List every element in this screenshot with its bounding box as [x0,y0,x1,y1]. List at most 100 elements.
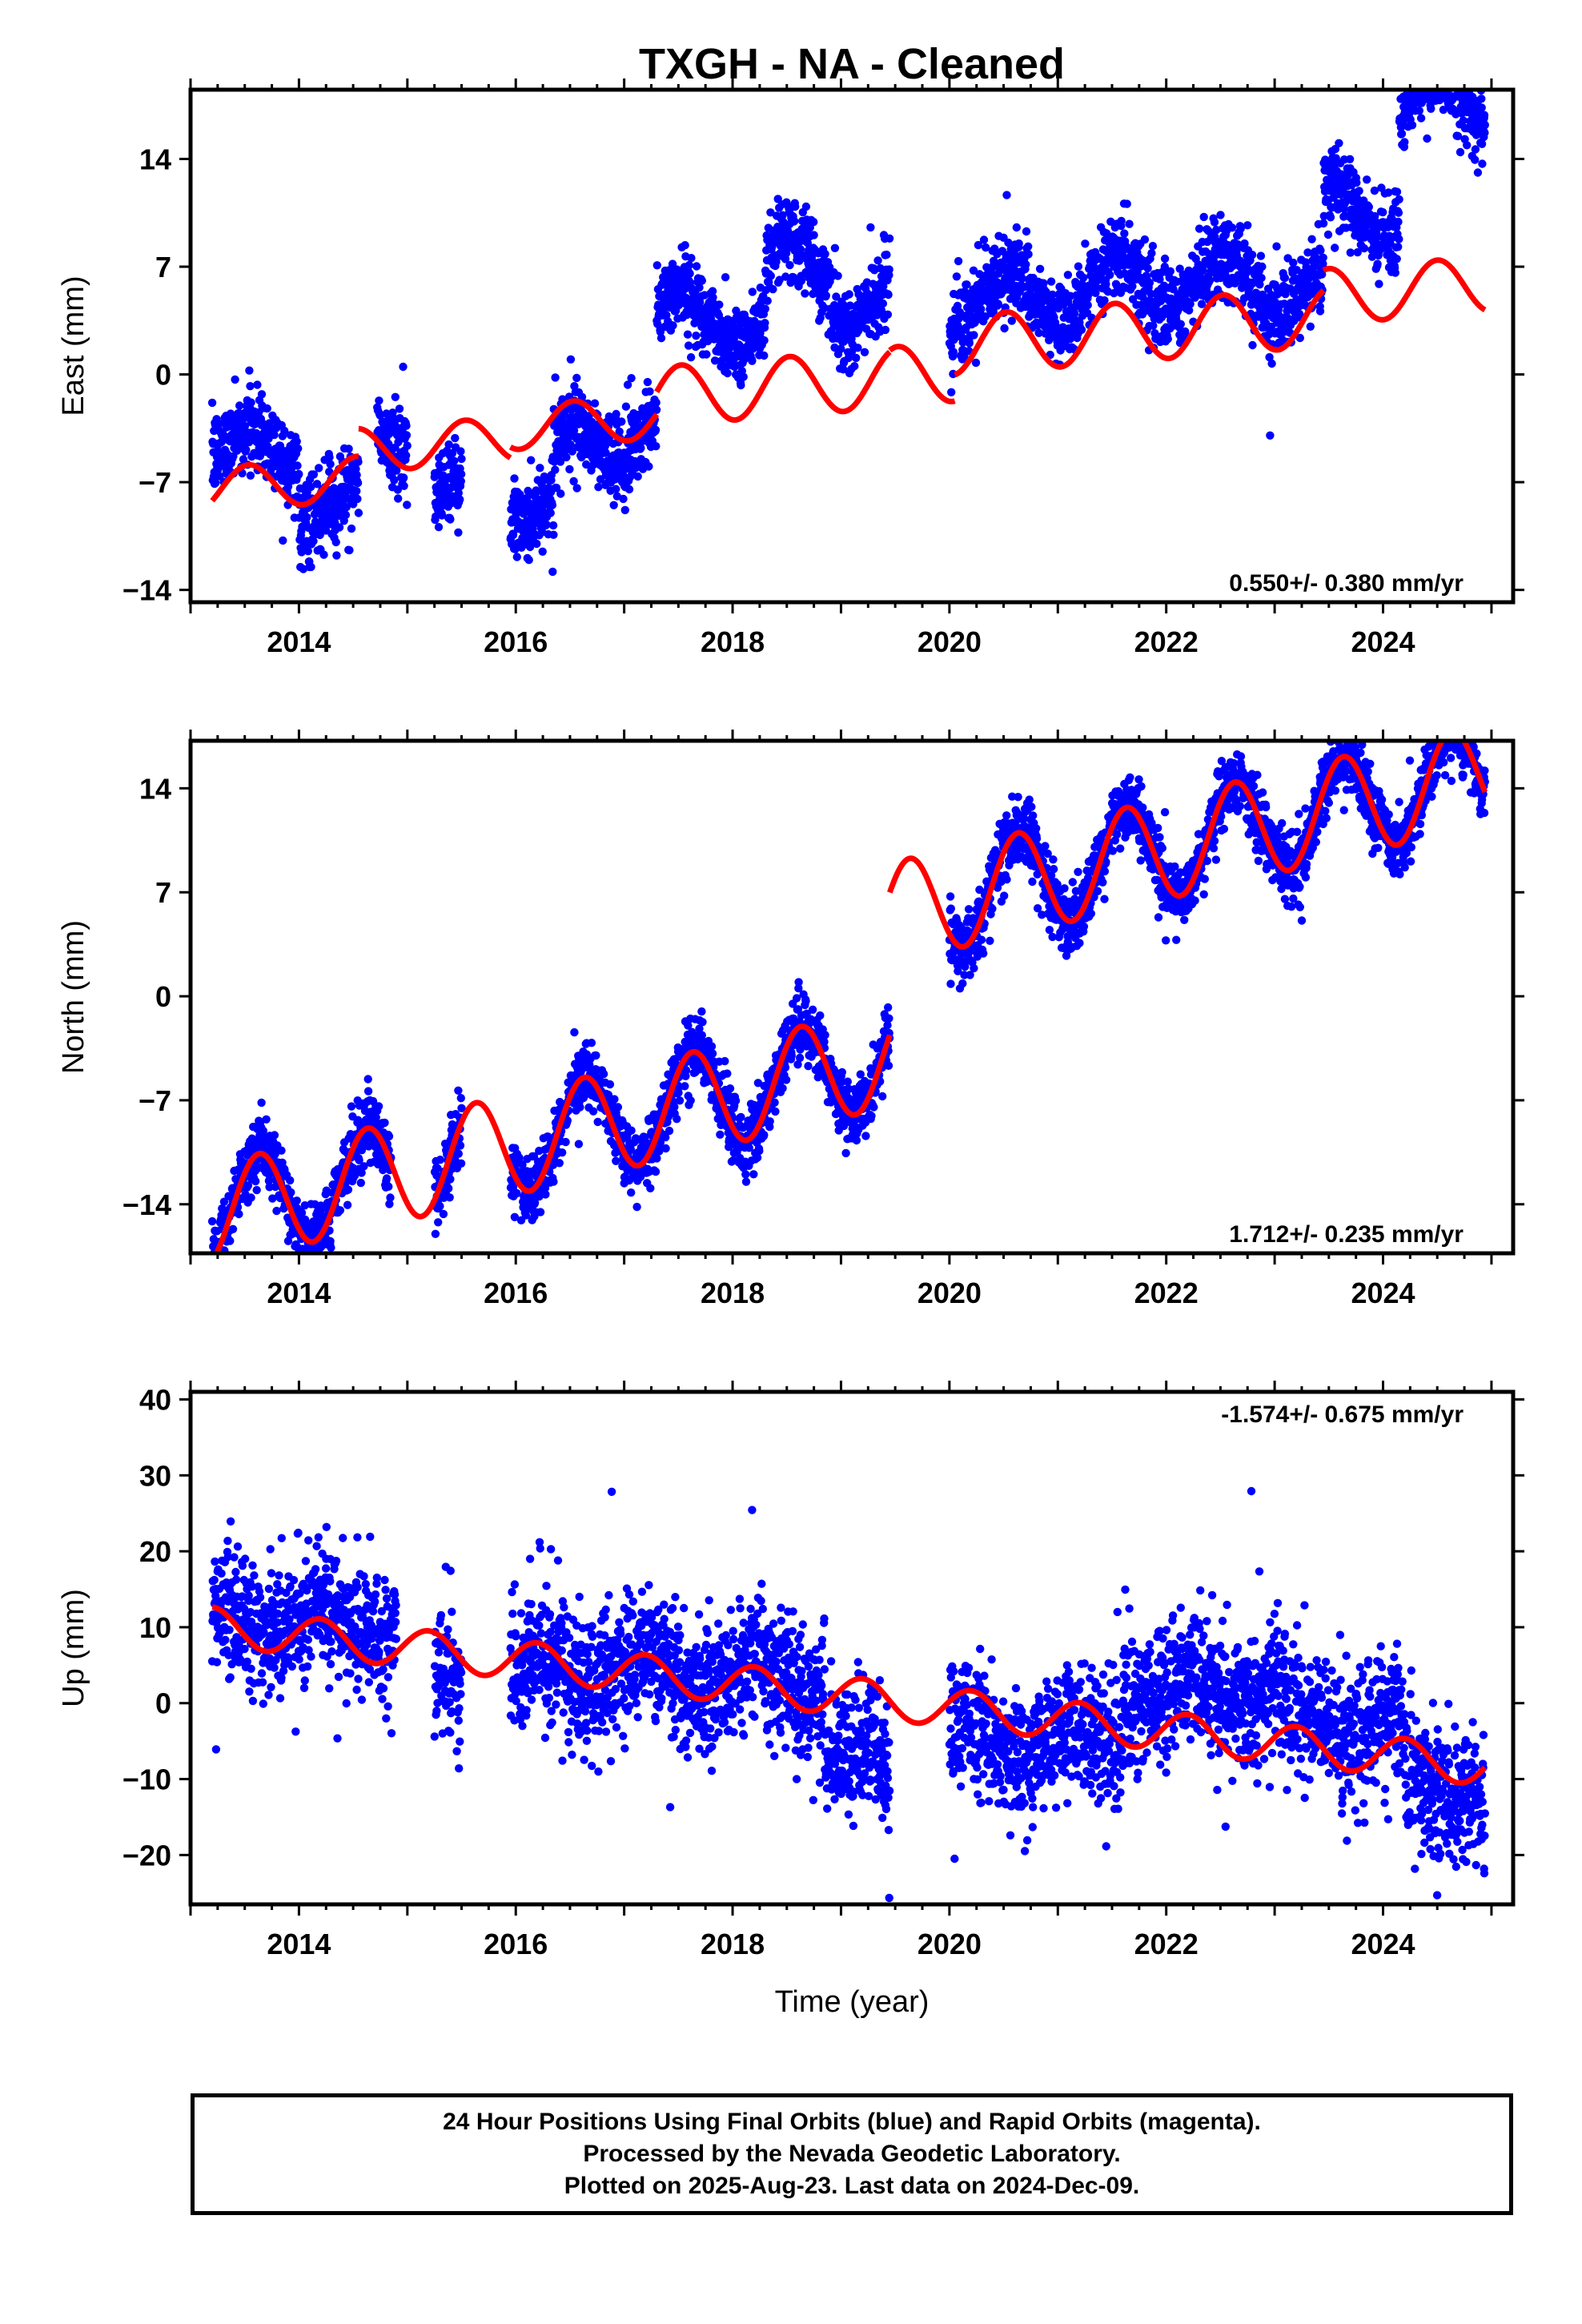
east-point [636,444,645,452]
east-point [617,417,626,426]
east-point [303,547,312,556]
east-point [1039,279,1048,287]
east-point [1442,74,1450,82]
east-point [1323,230,1333,239]
east-point [307,482,315,492]
east-point [1477,103,1486,112]
east-points [207,41,1490,577]
east-point [1335,139,1343,147]
east-point [1435,79,1443,87]
east-point [345,545,354,555]
east-point [721,273,730,282]
north-point [605,1080,615,1089]
east-point [1444,80,1452,88]
east-point [781,272,790,281]
north-point [209,1258,217,1266]
east-point [652,261,661,270]
east-point [1022,260,1030,269]
east-point [644,462,653,471]
east-point [1452,70,1460,78]
east-point [294,444,303,453]
north-point [454,1149,463,1158]
east-point [242,445,251,454]
east-point [569,476,578,486]
north-point [270,1131,279,1140]
east-point [687,254,696,263]
east-point [1410,77,1418,85]
east-point [1395,195,1403,204]
north-point [211,1269,219,1277]
east-point [292,437,301,446]
east-point [1431,41,1439,49]
east-point [748,287,757,296]
east-point [1319,253,1327,262]
east-point [402,451,411,460]
north-point [549,1177,558,1186]
east-point [1407,121,1417,130]
east-point [566,440,575,449]
north-point [343,1200,352,1209]
east-point [207,398,217,408]
east-point [778,211,787,219]
east-point [1120,229,1129,238]
east-point [684,341,693,350]
east-point [1462,71,1470,79]
north-point [301,1256,309,1264]
east-point [952,272,962,281]
east-point [548,521,558,530]
east-point [565,464,574,474]
east-point [766,271,775,280]
east-point [1363,175,1371,184]
north-point [592,1051,600,1060]
east-point [1435,66,1443,74]
east-point [630,456,640,466]
east-point [1430,55,1438,63]
east-point [878,299,888,308]
east-point [235,401,244,410]
east-point [1480,128,1489,137]
east-point [352,470,361,480]
east-point [1452,73,1460,81]
east-point [881,325,890,335]
east-point [1422,69,1430,77]
east-point [633,472,642,481]
north-point [305,1261,313,1269]
east-point [1033,321,1042,330]
north-point [247,1193,255,1202]
east-point [332,551,341,560]
east-y-tick-label: −14 [122,574,171,607]
east-point [1210,218,1219,227]
east-point [1397,129,1407,139]
east-point [977,304,986,314]
east-point [283,482,293,491]
east-rate-label: 0.550+/- 0.380 mm/yr [1229,570,1464,597]
east-point [403,501,412,509]
east-point [1425,67,1433,75]
north-point [219,1279,227,1287]
east-point [354,457,363,466]
east-point [1440,58,1448,66]
east-point [839,365,848,374]
east-point [1352,178,1361,187]
east-point [866,223,875,232]
east-point [885,234,894,243]
north-point [384,1132,394,1141]
east-point [551,465,560,474]
north-point [223,1256,231,1264]
east-point [645,387,654,396]
east-point [882,250,891,259]
east-point [335,523,344,532]
east-point [1248,340,1257,350]
east-point [1471,145,1480,154]
north-point [277,1146,286,1155]
north-point [445,1193,454,1202]
east-point [353,478,363,488]
east-point [454,528,463,537]
east-point [1452,58,1460,66]
east-point [643,377,652,387]
east-point [623,380,632,389]
north-point [456,1141,465,1150]
north-point [257,1098,266,1108]
east-point [1456,78,1464,86]
east-point [1463,141,1472,150]
